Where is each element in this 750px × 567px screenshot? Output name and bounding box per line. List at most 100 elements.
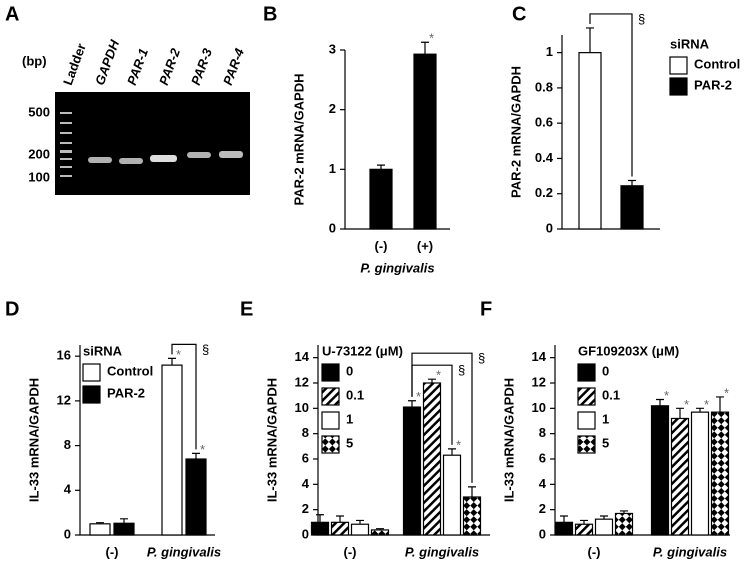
- legend-swatch: [577, 435, 596, 454]
- size-label: 500: [28, 104, 50, 119]
- panel-label: C: [512, 3, 526, 25]
- legend-label: Control: [107, 363, 153, 378]
- panel-label: B: [263, 3, 277, 25]
- error-bar: [468, 486, 476, 497]
- bar: [89, 523, 111, 536]
- y-tick-label: 0: [539, 526, 546, 541]
- y-axis-title: IL-33 mRNA/GAPDH: [26, 378, 41, 502]
- error-bar: [676, 407, 684, 419]
- bar: [350, 523, 370, 536]
- bar: [370, 529, 390, 536]
- legend-swatch: [321, 411, 340, 430]
- error-bar: [336, 515, 344, 523]
- x-tick-label: (-): [588, 544, 601, 559]
- y-tick-label: 10: [295, 400, 309, 415]
- y-tick-label: 0.6: [535, 115, 553, 130]
- y-tick-label: 8: [302, 425, 309, 440]
- y-tick-label: 1: [546, 44, 553, 59]
- bar: [578, 52, 602, 230]
- gel-image: [55, 92, 250, 195]
- error-bar: [356, 519, 364, 525]
- y-axis-title: PAR-2 mRNA/GAPDH: [291, 74, 306, 206]
- bar: [369, 168, 393, 230]
- lane-label: PAR-1: [124, 46, 151, 87]
- bracket-label: §: [478, 351, 485, 366]
- error-bar: [316, 514, 324, 523]
- significance-marker: *: [724, 385, 729, 400]
- size-label: 200: [28, 146, 50, 161]
- legend-label: 5: [602, 435, 609, 450]
- significance-marker: *: [684, 397, 689, 412]
- y-tick-label: 2: [329, 101, 336, 116]
- gel-unit: (bp): [22, 53, 47, 68]
- error-bar: [580, 519, 588, 525]
- axis: [561, 35, 660, 230]
- significance-marker: *: [704, 397, 709, 412]
- lane-label: PAR-2: [156, 46, 183, 88]
- significance-marker: *: [456, 437, 461, 452]
- y-axis-title: IL-33 mRNA/GAPDH: [264, 378, 279, 502]
- y-tick-label: 0.2: [535, 185, 553, 200]
- bar: [620, 185, 644, 230]
- bar: [442, 454, 462, 536]
- legend-label: 0.1: [346, 387, 364, 402]
- y-tick-label: 0: [329, 220, 336, 235]
- legend-label: PAR-2: [694, 77, 732, 92]
- error-bar: [120, 518, 128, 524]
- legend-label: 0: [346, 363, 353, 378]
- error-bar: [560, 515, 568, 523]
- y-tick-label: 0: [546, 220, 553, 235]
- bar: [594, 518, 614, 536]
- bar: [710, 411, 730, 536]
- y-tick-label: 2: [539, 501, 546, 516]
- significance-marker: *: [436, 368, 441, 383]
- bands: [88, 151, 243, 164]
- bar: [422, 382, 442, 536]
- significance-marker: *: [664, 388, 669, 403]
- bar: [574, 523, 594, 536]
- bar: [330, 521, 350, 536]
- bar: [161, 364, 183, 536]
- legend-swatch: [82, 363, 101, 382]
- legend-label: PAR-2: [107, 385, 145, 400]
- x-tick-label: P. gingivalis: [147, 544, 221, 559]
- legend-label: 1: [602, 411, 609, 426]
- error-bar: [168, 357, 176, 366]
- bar: [310, 521, 330, 536]
- y-tick-label: 2: [302, 501, 309, 516]
- legend-label: 0: [602, 363, 609, 378]
- legend-swatch: [321, 435, 340, 454]
- y-tick-label: 0: [64, 526, 71, 541]
- y-tick-label: 4: [64, 482, 72, 497]
- error-bar: [628, 179, 636, 186]
- lane-label: PAR-4: [220, 46, 247, 88]
- error-bar: [656, 398, 664, 406]
- x-tick-label: (-): [375, 238, 388, 253]
- lane-label: PAR-3: [188, 46, 215, 88]
- bracket: [589, 13, 633, 177]
- y-tick-label: 14: [532, 349, 547, 364]
- panel-label: A: [5, 3, 19, 25]
- legend-title: U-73122 (μM): [322, 343, 403, 358]
- significance-marker: *: [429, 31, 434, 46]
- gel-panel: A (bp) 500 200 100: [5, 3, 250, 195]
- y-tick-label: 12: [295, 374, 309, 389]
- error-bar: [377, 164, 385, 170]
- panel-label: D: [5, 298, 19, 320]
- bar: [402, 406, 422, 536]
- y-tick-label: 0.4: [535, 150, 554, 165]
- error-bar: [428, 378, 436, 383]
- x-tick-label: P. gingivalis: [653, 544, 727, 559]
- bar: [462, 496, 482, 536]
- size-label: 100: [28, 169, 50, 184]
- significance-marker: *: [416, 389, 421, 404]
- error-bar: [421, 41, 429, 55]
- y-tick-label: 6: [302, 450, 309, 465]
- y-tick-label: 14: [295, 349, 310, 364]
- error-bar: [408, 400, 416, 408]
- x-axis-title: P. gingivalis: [360, 260, 434, 275]
- legend-swatch: [577, 387, 596, 406]
- x-tick-label: (-): [344, 544, 357, 559]
- legend-swatch: [669, 77, 688, 96]
